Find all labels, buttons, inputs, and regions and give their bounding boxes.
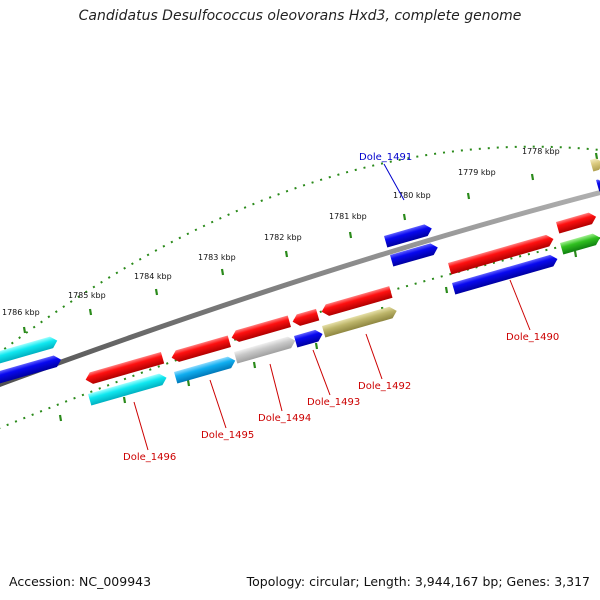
scale-tick-group: 1778 kbp 1779 kbp 1780 kbp 1781 kbp 1782 kbp… <box>2 147 599 422</box>
scale-tick-label: 1780 kbp <box>393 191 431 200</box>
scale-tick-mark <box>594 152 599 160</box>
gene-leader-line <box>509 279 531 331</box>
gene-leader-line <box>133 401 149 451</box>
scale-tick-mark <box>22 326 27 334</box>
scale-tick-mark <box>530 173 535 181</box>
gene-label-group: Dole_1491 Dole_1490 Dole_1492 Dole_1493 Dole… <box>123 152 559 463</box>
scale-tick-label: 1786 kbp <box>2 308 40 317</box>
map-title: Candidatus Desulfococcus oleovorans Hxd3… <box>78 8 522 24</box>
gene-arrow[interactable] <box>84 351 165 386</box>
gene-label[interactable]: Dole_1490 <box>506 332 559 343</box>
gene-arrow[interactable] <box>322 305 398 338</box>
gene-label[interactable]: Dole_1494 <box>258 413 311 424</box>
scale-tick-mark <box>284 250 289 258</box>
gene-leader-line <box>269 363 283 412</box>
gene-label[interactable]: Dole_1492 <box>358 381 411 392</box>
scale-tick-label: 1784 kbp <box>134 272 172 281</box>
gene-arrow[interactable] <box>170 335 231 363</box>
scale-tick-mark <box>573 250 578 258</box>
gene-arrow[interactable] <box>560 232 600 255</box>
scale-tick-mark <box>444 286 449 294</box>
scale-tick-mark <box>58 414 63 422</box>
scale-tick-label: 1781 kbp <box>329 212 367 221</box>
scale-tick-mark <box>348 231 353 239</box>
gene-arrow[interactable] <box>384 223 433 248</box>
scale-tick-label: 1783 kbp <box>198 253 236 262</box>
gene-label[interactable]: Dole_1493 <box>307 397 360 408</box>
gene-leader-line <box>383 163 405 201</box>
gene-arrow[interactable] <box>320 286 393 317</box>
gene-arrow[interactable] <box>448 233 555 275</box>
gene-arrow[interactable] <box>291 308 320 328</box>
gene-arrow[interactable] <box>174 355 237 384</box>
gene-arrow[interactable] <box>390 242 439 267</box>
scale-tick-mark <box>88 308 93 316</box>
gene-arrow[interactable] <box>234 335 297 364</box>
gene-arrow[interactable] <box>0 354 63 384</box>
gene-label[interactable]: Dole_1495 <box>201 430 254 441</box>
gene-leader-line <box>209 379 227 429</box>
scale-tick-label: 1779 kbp <box>458 168 496 177</box>
scale-tick-label: 1782 kbp <box>264 233 302 242</box>
gene-arrow[interactable] <box>0 335 59 364</box>
scale-tick-mark <box>154 288 159 296</box>
gene-arrow[interactable] <box>596 178 600 192</box>
gene-arrow[interactable] <box>556 211 598 234</box>
gene-arrow[interactable] <box>230 315 291 343</box>
scale-tick-mark <box>186 379 191 387</box>
gene-label[interactable]: Dole_1496 <box>123 452 176 463</box>
gene-leader-line <box>365 333 383 380</box>
gene-group <box>0 157 600 406</box>
scale-tick-mark <box>466 192 471 200</box>
gene-label[interactable]: Dole_1491 <box>359 152 412 163</box>
gene-arrow[interactable] <box>88 372 168 406</box>
scale-tick-mark <box>220 268 225 276</box>
scale-tick-label: 1778 kbp <box>522 147 560 156</box>
gene-leader-line <box>312 349 331 396</box>
scale-tick-mark <box>122 396 127 404</box>
scale-tick-mark <box>402 213 407 221</box>
gene-arrow[interactable] <box>590 157 600 172</box>
genome-backbone <box>0 190 600 387</box>
gene-arrow[interactable] <box>452 253 559 295</box>
scale-tick-mark <box>252 361 257 369</box>
scale-tick-label: 1785 kbp <box>68 291 106 300</box>
accession-text: Accession: NC_009943 <box>9 574 152 589</box>
gene-arrow[interactable] <box>294 328 324 348</box>
scale-tick-mark <box>314 342 319 350</box>
genome-summary-text: Topology: circular; Length: 3,944,167 bp… <box>246 574 590 589</box>
